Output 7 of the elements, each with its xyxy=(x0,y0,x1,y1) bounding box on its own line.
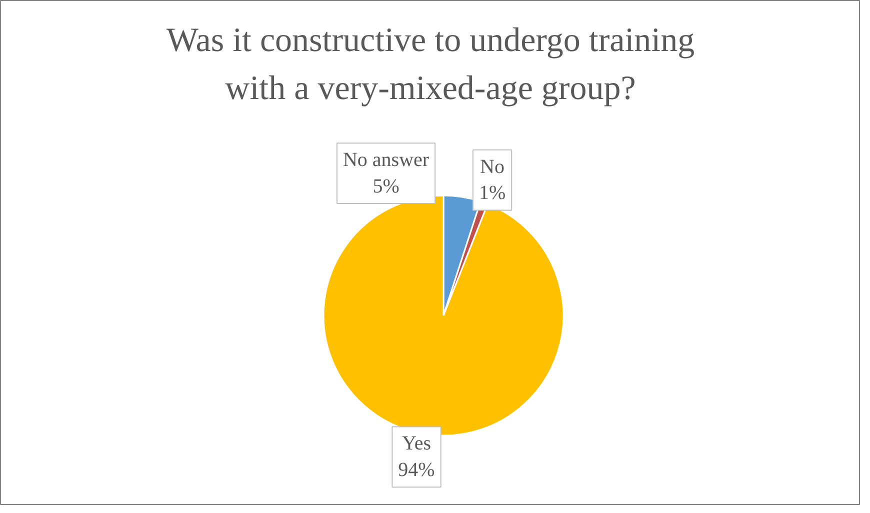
slice-label: Yes xyxy=(402,432,432,455)
data-label: 1% xyxy=(478,182,506,204)
slice-label: No answer xyxy=(342,149,430,172)
data-label: 94% xyxy=(398,459,435,482)
data-label: 5% xyxy=(372,175,400,198)
chart-title: Was it constructive to undergo training with a very-mixed-age group? xyxy=(166,22,695,107)
slice-label: No xyxy=(480,156,505,178)
